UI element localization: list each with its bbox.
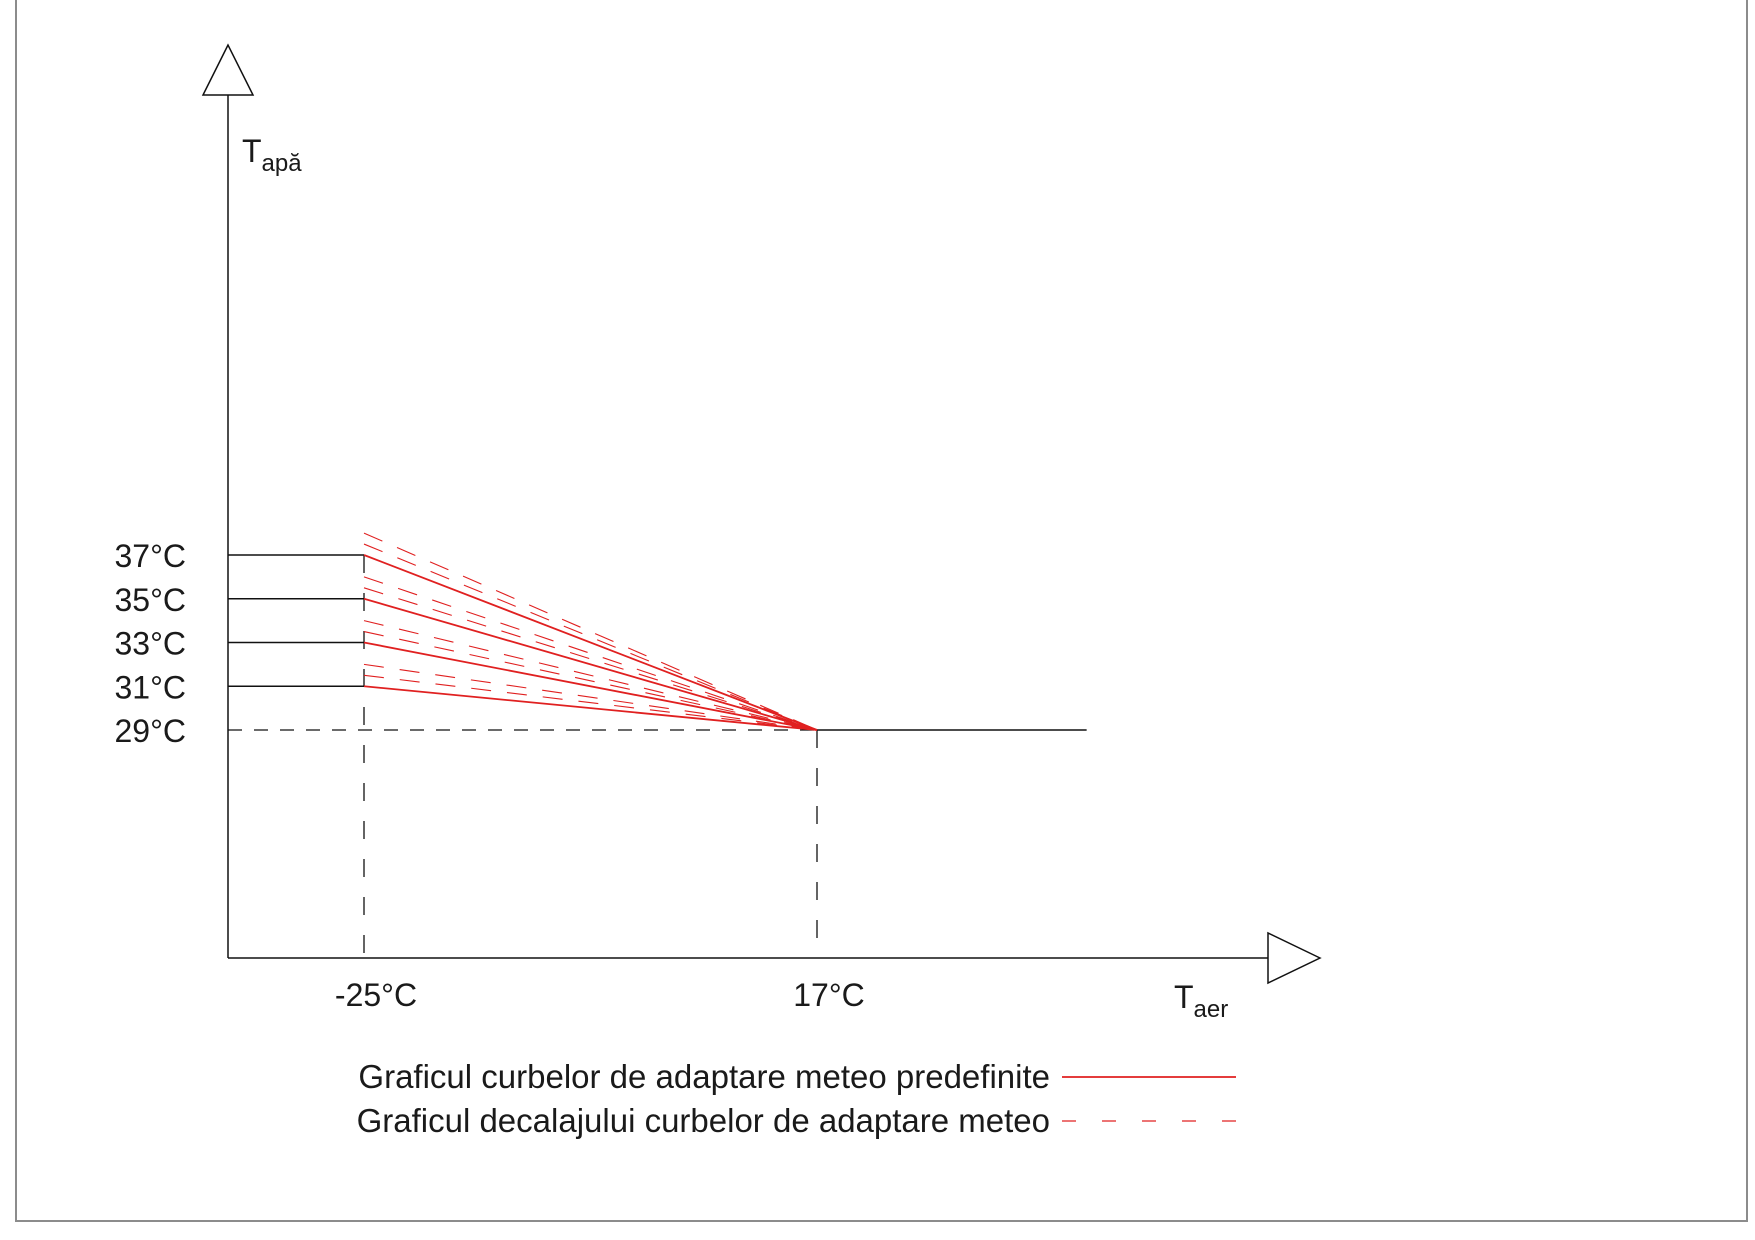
offset-curve-37-2 (363, 532, 818, 731)
offset-curve-31-2 (363, 663, 818, 731)
x-tick-label: -25°C (335, 977, 417, 1013)
offset-curve-35-1 (363, 587, 818, 731)
labels: 29°C 31°C 33°C 35°C 37°C -25°C 17°C Tapă Taer (115, 133, 1229, 1023)
y-tick-label: 31°C (115, 669, 187, 705)
y-tick-label: 37°C (115, 538, 187, 574)
axes (201, 43, 1322, 985)
curve-37 (363, 554, 818, 731)
page-frame (15, 0, 1748, 1222)
offset-curve-35-2 (363, 576, 818, 731)
curve-31 (363, 685, 818, 731)
x-tick-label: 17°C (793, 977, 865, 1013)
offset-curve-33-2 (363, 620, 818, 731)
legend-label: Graficul curbelor de adaptare meteo pred… (358, 1058, 1050, 1095)
y-axis-title: Tapă (242, 133, 302, 177)
curve-35 (363, 597, 818, 731)
y-tick-label: 35°C (115, 582, 187, 618)
y-tick-label: 33°C (115, 626, 187, 662)
guide-lines (228, 554, 1087, 958)
curve-33 (363, 641, 818, 731)
legend: Graficul curbelor de adaptare meteo pred… (357, 1058, 1236, 1139)
offset-curve-33-1 (363, 631, 818, 731)
offset-curve-31-1 (363, 674, 818, 731)
offset-curve-37-1 (363, 543, 818, 731)
legend-label: Graficul decalajului curbelor de adaptar… (357, 1102, 1050, 1139)
y-axis-arrow (201, 43, 255, 96)
y-tick-label: 29°C (115, 713, 187, 749)
x-axis-title: Taer (1174, 979, 1228, 1023)
x-axis-arrow (1267, 931, 1322, 985)
curves (363, 532, 818, 731)
